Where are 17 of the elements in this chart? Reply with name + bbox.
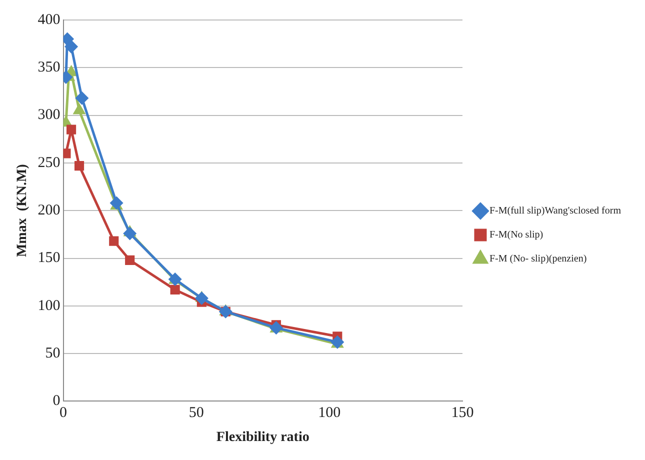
y-axis-title: Mmax (KN.M) [15,164,30,258]
y-tick-label: 250 [38,154,60,171]
y-tick-label: 0 [52,393,60,410]
legend-label: F-M(No slip) [489,230,544,241]
y-tick-label: 150 [38,250,60,266]
x-tick-label: 150 [451,405,474,422]
y-tick-label: 50 [45,345,60,362]
y-tick-label: 300 [38,107,60,124]
x-axis-title: Flexibility ratio [216,430,310,446]
y-tick-label: 200 [38,202,60,219]
y-tick-label: 400 [38,12,60,28]
legend-label: F-M (No- slip)(penzien) [489,254,587,265]
x-tick-label: 50 [188,405,204,422]
x-tick-label: 100 [318,405,341,422]
y-tick-label: 100 [38,298,60,314]
y-tick-label: 350 [38,60,60,76]
legend-label: F-M(full slip)Wang'sclosed form [489,206,622,217]
